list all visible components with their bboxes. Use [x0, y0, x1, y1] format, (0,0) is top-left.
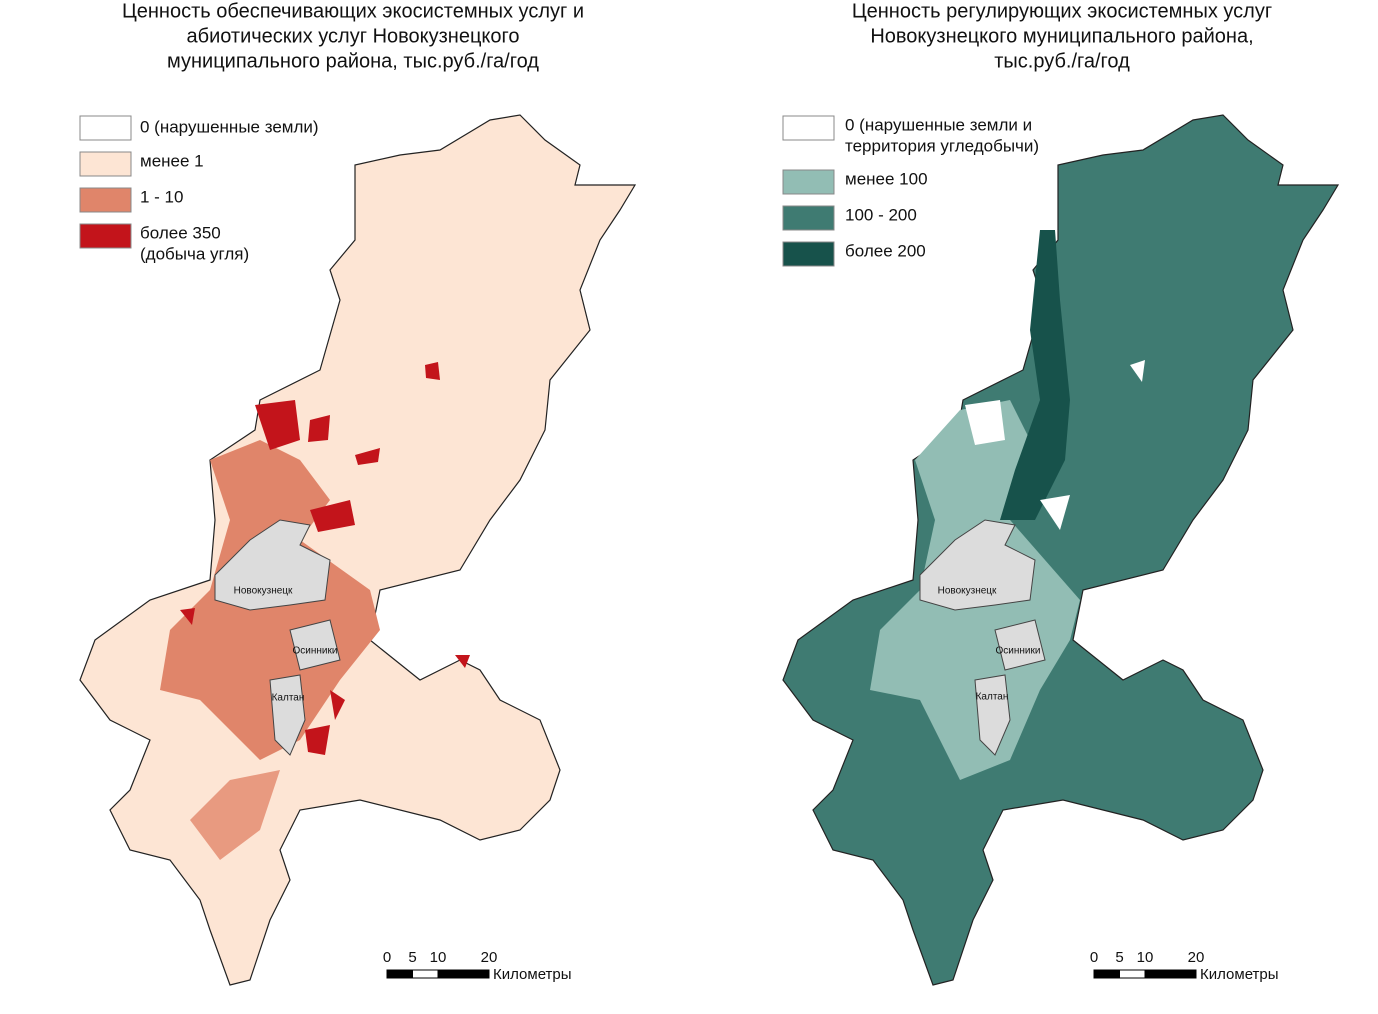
zone-over-200: [1000, 230, 1070, 520]
map-title: Ценность обеспечивающих экосистемных усл…: [122, 0, 584, 22]
city-areas: [919, 519, 1046, 756]
map-right: Ценность регулирующих экосистемных услуг…: [782, 0, 1339, 986]
legend-label: 0 (нарушенные земли и: [845, 115, 1032, 134]
scale-segment: [1144, 969, 1197, 979]
legend-swatch: [79, 187, 132, 213]
legend-label: территория угледобычи): [845, 136, 1039, 155]
city-label: Осинники: [996, 646, 1041, 657]
scale-tick: 20: [1188, 949, 1205, 966]
zone-1-10: [190, 770, 280, 860]
scale-segment: [386, 969, 413, 979]
legend-label: 0 (нарушенные земли): [140, 117, 319, 136]
scale-segment: [1119, 969, 1146, 979]
map-title: абиотических услуг Новокузнецкого: [186, 25, 519, 47]
scale-unit: Километры: [493, 966, 572, 983]
city-areas: [214, 519, 341, 756]
scale-tick: 10: [430, 949, 447, 966]
city-label: Новокузнецк: [938, 586, 997, 597]
legend-swatch: [79, 151, 132, 177]
legend-swatch: [782, 115, 835, 141]
mining-zones: [180, 362, 470, 755]
scale-unit: Километры: [1200, 966, 1279, 983]
scale-tick: 5: [1115, 949, 1123, 966]
map-title: тыс.руб./га/год: [994, 50, 1130, 72]
legend-swatch: [782, 241, 835, 267]
map-title: Ценность регулирующих экосистемных услуг: [852, 0, 1272, 22]
legend-swatch: [782, 169, 835, 195]
legend-swatch: [782, 205, 835, 231]
legend-label: более 350: [140, 223, 221, 242]
scale-tick: 10: [1137, 949, 1154, 966]
legend-label: менее 1: [140, 151, 204, 170]
disturbed-land: [965, 360, 1145, 530]
map-title: Новокузнецкого муниципального района,: [870, 25, 1253, 47]
scale-tick: 20: [481, 949, 498, 966]
scale-tick: 5: [408, 949, 416, 966]
legend-label: (добыча угля): [140, 244, 249, 263]
map-left: Ценность обеспечивающих экосистемных усл…: [79, 0, 636, 986]
legend-label: 100 - 200: [845, 205, 917, 224]
scale-tick: 0: [383, 949, 391, 966]
legend-swatch: [79, 223, 132, 249]
city-label: Калтан: [976, 692, 1009, 703]
scale-segment: [1093, 969, 1120, 979]
scale-tick: 0: [1090, 949, 1098, 966]
scale-segment: [437, 969, 490, 979]
legend-label: более 200: [845, 241, 926, 260]
city-label: Новокузнецк: [234, 586, 293, 597]
city-label: Калтан: [272, 693, 305, 704]
scale-segment: [412, 969, 439, 979]
legend-swatch: [79, 115, 132, 141]
map-title: муниципального района, тыс.руб./га/год: [167, 50, 539, 72]
legend-label: 1 - 10: [140, 187, 183, 206]
city-label: Осинники: [293, 646, 338, 657]
legend-label: менее 100: [845, 169, 928, 188]
